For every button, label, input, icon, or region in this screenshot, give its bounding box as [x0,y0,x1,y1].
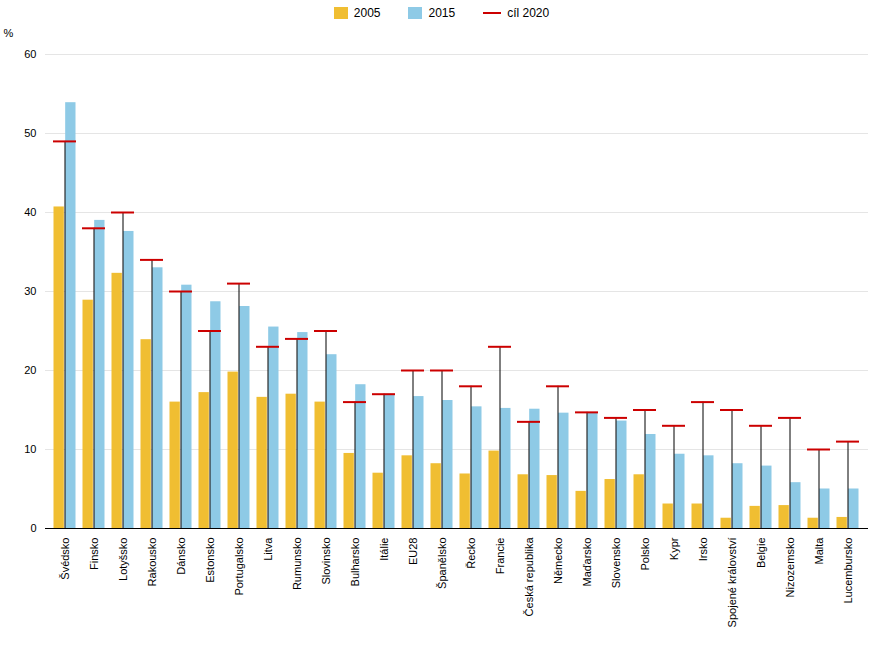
svg-text:20: 20 [24,364,36,376]
svg-text:10: 10 [24,443,36,455]
svg-text:50: 50 [24,127,36,139]
html-text:2015: 2015 [428,6,456,20]
svg-text:Slovinsko: Slovinsko [320,538,332,585]
svg-text:Německo: Německo [552,538,564,584]
svg-text:Estonsko: Estonsko [204,538,216,583]
svg-text:Lotyšsko: Lotyšsko [117,538,129,581]
svg-text:Řecko: Řecko [465,538,477,569]
svg-text:30: 30 [24,285,36,297]
svg-text:Lucembursko: Lucembursko [842,538,854,604]
svg-text:Kypr: Kypr [668,537,680,560]
svg-text:Francie: Francie [494,538,506,575]
svg-text:Slovensko: Slovensko [610,538,622,589]
svg-text:Polsko: Polsko [639,538,651,571]
svg-text:Bulharsko: Bulharsko [349,538,361,587]
svg-text:40: 40 [24,206,36,218]
svg-text:EU28: EU28 [407,538,419,566]
svg-text:Rakousko: Rakousko [146,538,158,587]
svg-text:Malta: Malta [813,537,825,565]
svg-text:Španělsko: Španělsko [436,538,448,589]
svg-text:Irsko: Irsko [697,538,709,562]
svg-text:60: 60 [24,48,36,60]
html-text:cíl 2020: cíl 2020 [507,6,550,20]
svg-text:Itálie: Itálie [378,538,390,561]
svg-text:Rumunsko: Rumunsko [291,538,303,591]
svg-text:%: % [4,27,14,39]
svg-text:Spojené království: Spojené království [726,538,738,628]
html-text:2005: 2005 [353,6,381,20]
svg-text:Česká republika: Česká republika [523,537,535,617]
svg-text:Litva: Litva [262,537,274,561]
svg-text:Finsko: Finsko [88,538,100,570]
svg-text:Portugalsko: Portugalsko [233,538,245,596]
svg-text:Dánsko: Dánsko [175,538,187,575]
svg-text:0: 0 [30,522,36,534]
svg-text:Nizozemsko: Nizozemsko [784,538,796,598]
svg-text:Belgie: Belgie [755,538,767,569]
svg-text:Švédsko: Švédsko [59,538,71,580]
svg-text:Maďarsko: Maďarsko [581,538,593,587]
